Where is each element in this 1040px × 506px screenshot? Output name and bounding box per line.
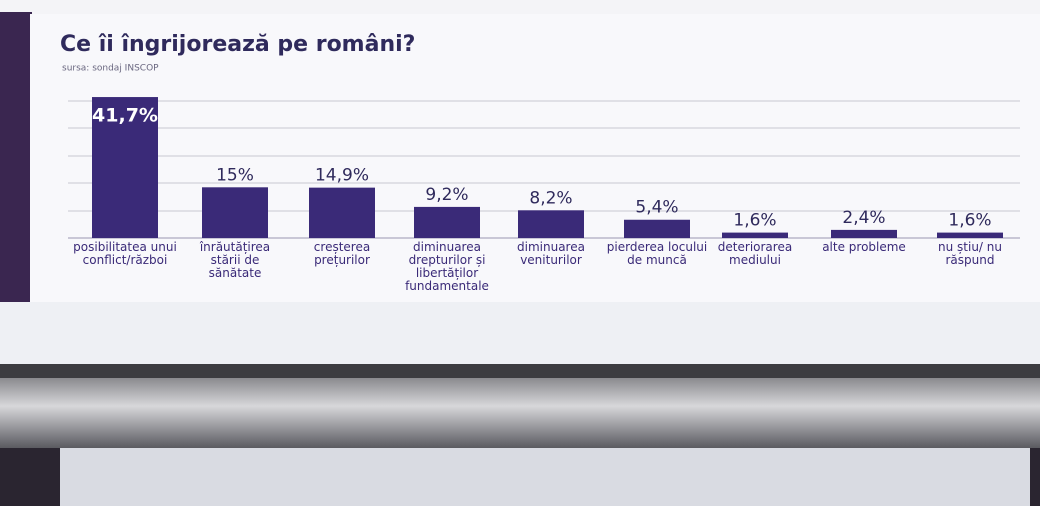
- data-label: 1,6%: [948, 211, 991, 231]
- side-panel: [0, 12, 32, 307]
- screen-edge: [0, 364, 1040, 378]
- chart-subtitle: sursa: sondaj INSCOP: [62, 64, 159, 74]
- x-tick-label: deteriorarea mediului: [717, 240, 793, 267]
- bar: [937, 232, 1003, 238]
- data-label: 14,9%: [315, 166, 369, 186]
- data-label: 1,6%: [733, 211, 776, 231]
- bar: [414, 206, 480, 238]
- grid: [68, 100, 1020, 212]
- bar: [92, 97, 158, 238]
- bar: [831, 229, 897, 238]
- floor: [0, 378, 1040, 448]
- bar: [309, 187, 375, 238]
- bar: [518, 210, 584, 238]
- floor-reflection: [60, 448, 1030, 506]
- x-tick-label: pierderea locului de muncă: [606, 240, 708, 267]
- data-label: 8,2%: [529, 188, 572, 208]
- data-label: 41,7%: [92, 105, 158, 127]
- data-label: 9,2%: [425, 185, 468, 205]
- bar: [202, 187, 268, 238]
- data-label: 5,4%: [635, 198, 678, 218]
- chart-panel: [30, 14, 1040, 302]
- x-tick-label: posibilitatea unui conflict/război: [73, 240, 177, 267]
- x-tick-label: alte probleme: [822, 240, 906, 254]
- x-tick-label: înrăutățirea stării de sănătate: [199, 240, 271, 280]
- bar: [624, 219, 690, 238]
- x-tick-label: diminuarea veniturilor: [517, 240, 585, 267]
- x-tick-label: diminuarea drepturilor și libertăților f…: [405, 240, 489, 293]
- x-tick-label: creșterea prețurilor: [313, 240, 371, 267]
- chart-title: Ce îi îngrijorează pe români?: [60, 32, 415, 57]
- data-label: 2,4%: [842, 208, 885, 228]
- bar: [722, 232, 788, 238]
- data-label: 15%: [216, 165, 254, 185]
- x-tick-label: nu știu/ nu răspund: [938, 240, 1002, 267]
- screen-bottom: [0, 302, 1040, 364]
